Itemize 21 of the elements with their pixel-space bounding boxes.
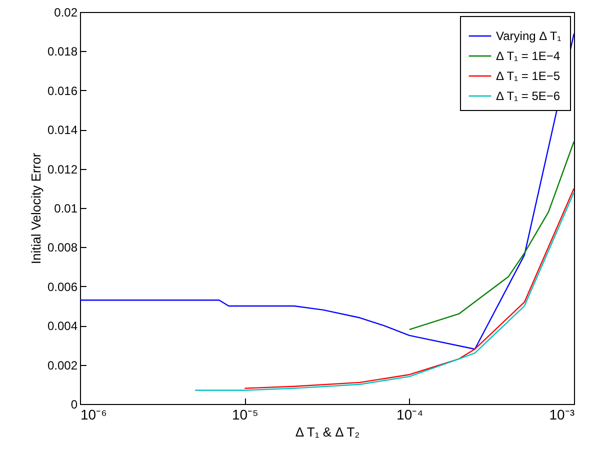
x-tick-label: 10⁻⁶ [80, 406, 107, 422]
x-tick-label: 10⁻⁵ [232, 406, 258, 422]
y-tick-label: 0.012 [47, 162, 78, 176]
x-axis-title: Δ T₁ & Δ T₂ [295, 424, 360, 440]
y-tick-label: 0 [70, 398, 78, 412]
y-tick-label: 0.008 [47, 240, 78, 255]
y-tick-label: 0.018 [47, 44, 78, 59]
x-tick-label: 10⁻⁴ [396, 406, 424, 422]
y-tick-label: 0.016 [47, 84, 78, 98]
x-tick-label: 10⁻³ [549, 406, 575, 422]
y-tick-label: 0.006 [47, 280, 78, 294]
y-tick-label: 0.004 [47, 319, 78, 334]
y-tick-label: 0.014 [47, 123, 78, 138]
legend-label: Δ T₁ = 5E−6 [496, 89, 560, 103]
legend-label: Δ T₁ = 1E−4 [496, 49, 560, 63]
y-tick-label: 0.002 [47, 358, 78, 372]
legend-label: Varying Δ T₁ [496, 29, 562, 43]
y-tick-label: 0.02 [54, 6, 78, 20]
y-tick-label: 0.01 [54, 202, 78, 216]
legend-label: Δ T₁ = 1E−5 [496, 69, 560, 83]
y-axis-title: Initial Velocity Error [28, 152, 44, 264]
